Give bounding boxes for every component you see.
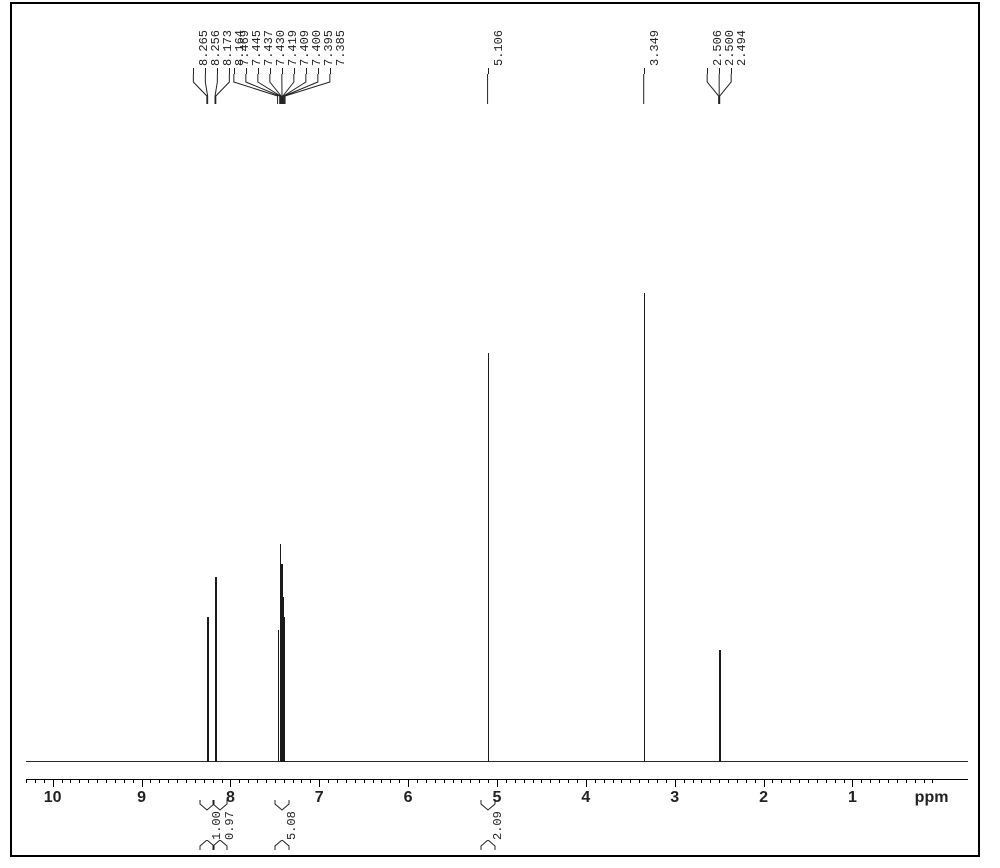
integral-stage: 1.000.975.082.09 (12, 4, 978, 855)
integral-value: 0.97 (223, 811, 237, 840)
nmr-spectrum-frame: 8.2658.2568.1738.1647.4697.4457.4377.430… (10, 2, 980, 857)
axis-unit-label: ppm (915, 789, 949, 807)
integral-value: 2.09 (491, 811, 505, 840)
integral-value: 5.08 (285, 811, 299, 840)
